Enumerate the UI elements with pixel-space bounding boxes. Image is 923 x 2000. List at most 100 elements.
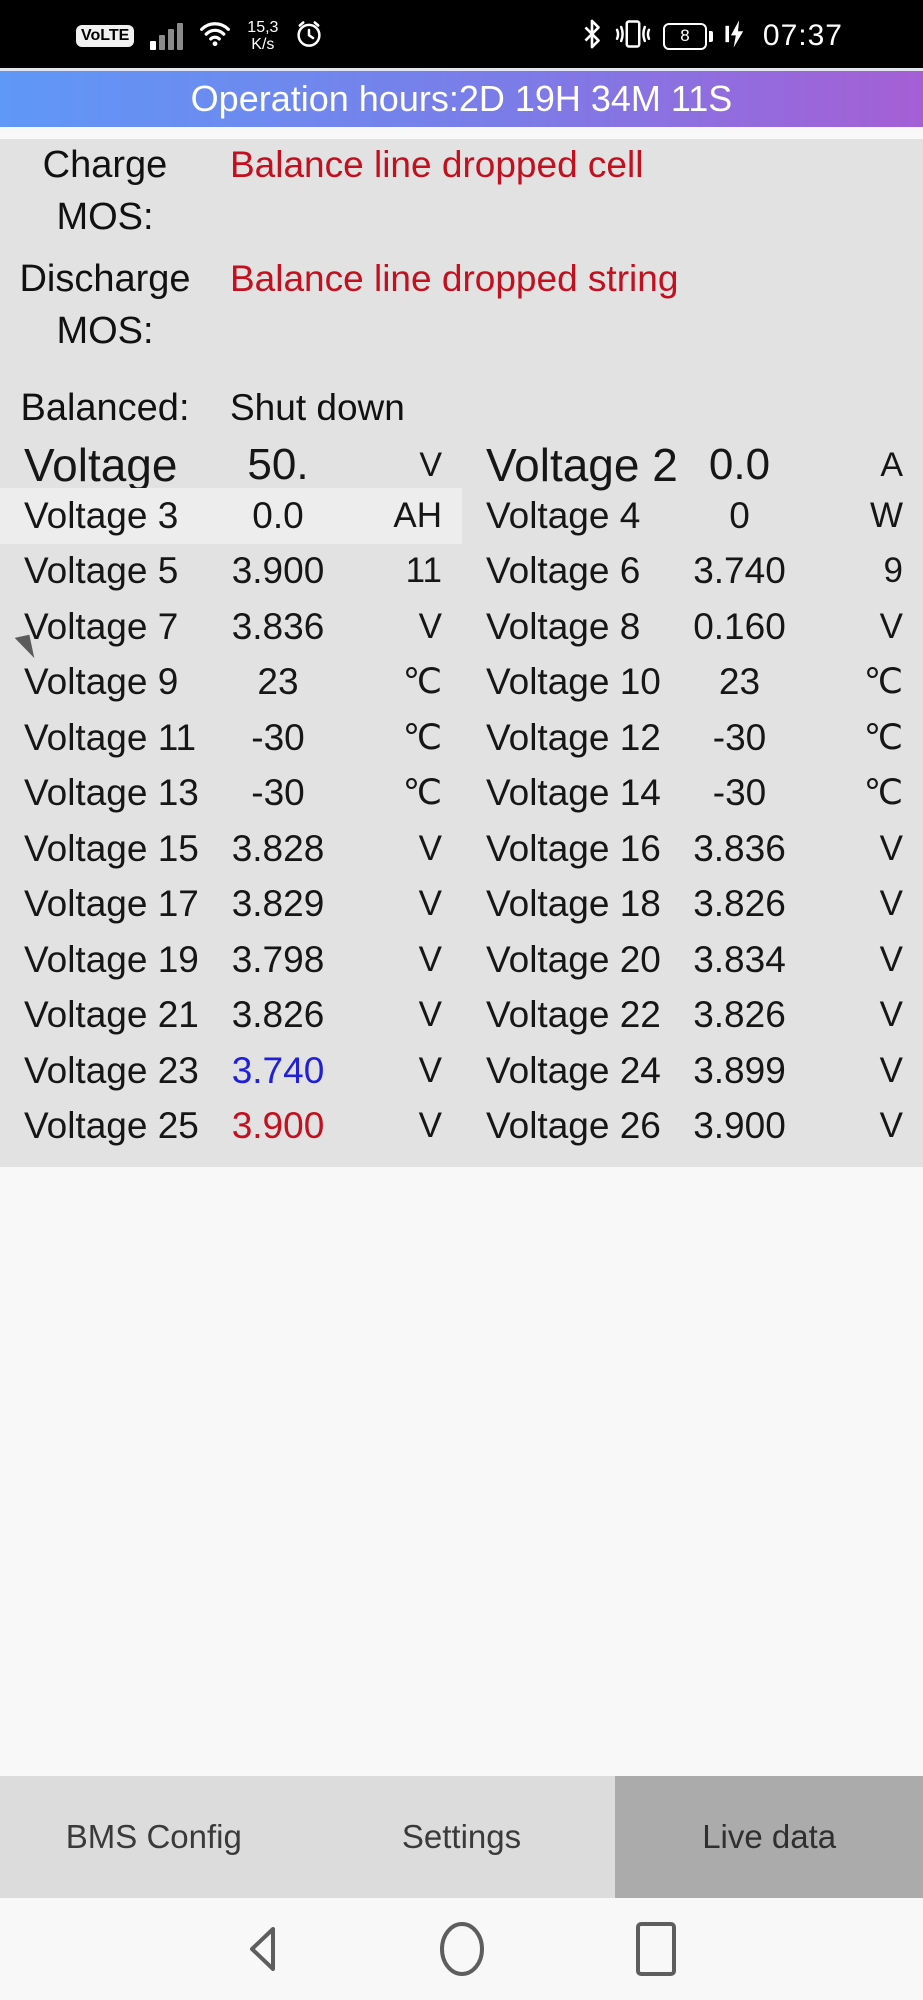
voltage-field[interactable]: Voltage 3 0.0 AH (0, 488, 462, 544)
voltage-value: -30 (251, 716, 305, 758)
voltage-label: Voltage 12 (486, 716, 661, 758)
voltage-field[interactable]: Voltage 8 0.160 V (462, 599, 923, 655)
voltage-label: Voltage 4 (486, 494, 641, 536)
balanced-row: Balanced: Shut down (0, 387, 923, 429)
voltage-label: Voltage 15 (24, 827, 199, 869)
pack-voltage-field[interactable]: Voltage 50. V (0, 438, 462, 491)
charge-mos-label: Charge MOS: (42, 144, 168, 238)
voltage-value: 0.160 (693, 605, 786, 647)
voltage-value: 3.798 (231, 938, 325, 980)
voltage-value: 23 (257, 661, 299, 703)
voltage-field[interactable]: Voltage 15 3.828 V (0, 821, 462, 877)
voltage-table-row: Voltage 3 0.0 AH Voltage 4 0 W (0, 488, 923, 544)
pack-current-field[interactable]: Voltage 2 0.0 A (462, 438, 923, 491)
voltage-unit: V (879, 884, 903, 924)
home-button[interactable] (422, 1898, 502, 2000)
voltage-label: Voltage 9 (24, 661, 179, 703)
voltage-value: -30 (712, 716, 767, 758)
battery-icon: 8 (662, 22, 713, 50)
voltage-field[interactable]: Voltage 20 3.834 V (462, 932, 923, 988)
back-icon (250, 1927, 275, 1971)
tab-live-data[interactable]: Live data (615, 1776, 923, 1898)
voltage-label: Voltage 19 (24, 938, 199, 980)
discharge-mos-label: Discharge MOS: (19, 258, 191, 352)
voltage-label: Voltage (24, 439, 178, 491)
voltage-value: 50. (247, 440, 309, 489)
voltage-table-row: Voltage 21 3.826 V Voltage 22 3.826 V (0, 988, 923, 1044)
voltage-field[interactable]: Voltage 18 3.826 V (462, 877, 923, 933)
voltage-table-row: Voltage 5 3.900 11 Voltage 6 3.740 9 (0, 544, 923, 600)
voltage-table-row: Voltage 19 3.798 V Voltage 20 3.834 V (0, 932, 923, 988)
voltage-field[interactable]: Voltage 14 -30 ℃ (462, 766, 923, 822)
voltage-field[interactable]: Voltage 12 -30 ℃ (462, 710, 923, 766)
voltage-label: Voltage 25 (24, 1105, 199, 1147)
voltage-table-row: Voltage 11 -30 ℃ Voltage 12 -30 ℃ (0, 710, 923, 766)
voltage-unit: V (879, 995, 903, 1035)
voltage-field[interactable]: Voltage 10 23 ℃ (462, 655, 923, 711)
android-nav-bar (0, 1898, 923, 2000)
voltage-field[interactable]: Voltage 26 3.900 V (462, 1099, 923, 1155)
network-speed-unit: K/s (251, 36, 275, 53)
voltage-rows: Voltage 3 0.0 AH Voltage 4 0 W Voltage 5 3.900 1… (0, 488, 923, 1154)
clock-time: 07:37 (762, 19, 843, 52)
charging-bolt-icon (725, 19, 745, 54)
voltage-field[interactable]: Voltage 16 3.836 V (462, 821, 923, 877)
voltage-unit: V (419, 445, 442, 484)
voltage-value: 3.836 (693, 827, 786, 869)
voltage-field[interactable]: Voltage 5 3.900 11 (0, 544, 462, 600)
voltage-label: Voltage 13 (24, 772, 199, 814)
balanced-label: Balanced: (20, 387, 190, 429)
voltage-table-row: Voltage 25 3.900 V Voltage 26 3.900 V (0, 1099, 923, 1155)
voltage-field[interactable]: Voltage 13 -30 ℃ (0, 766, 462, 822)
voltage-unit: V (418, 884, 442, 924)
balanced-status: Shut down (230, 387, 405, 428)
voltage-label: Voltage 3 (24, 494, 179, 536)
voltage-label: Voltage 18 (486, 883, 661, 925)
voltage-field[interactable]: Voltage 25 3.900 V (0, 1099, 462, 1155)
recents-button[interactable] (616, 1898, 696, 2000)
bluetooth-icon (581, 18, 603, 55)
back-button[interactable] (223, 1898, 303, 2000)
voltage-field[interactable]: Voltage 4 0 W (462, 488, 923, 544)
voltage-value: 3.826 (231, 994, 325, 1036)
charge-mos-status: Balance line dropped cell (230, 144, 644, 185)
voltage-label: Voltage 21 (24, 994, 199, 1036)
voltage-field[interactable]: Voltage 22 3.826 V (462, 988, 923, 1044)
voltage-table-row: Voltage 7 3.836 V Voltage 8 0.160 V (0, 599, 923, 655)
vibrate-icon (615, 18, 651, 55)
voltage-value: 3.829 (231, 883, 325, 925)
voltage-unit: V (418, 995, 442, 1035)
voltage-field[interactable]: Voltage 11 -30 ℃ (0, 710, 462, 766)
recents-icon (636, 1922, 676, 1976)
voltage-unit: ℃ (402, 717, 442, 757)
home-icon (440, 1922, 484, 1976)
voltage-value: -30 (251, 772, 305, 814)
voltage-field[interactable]: Voltage 21 3.826 V (0, 988, 462, 1044)
voltage-label: Voltage 20 (486, 938, 661, 980)
voltage-label: Voltage 7 (24, 605, 179, 647)
voltage-field[interactable]: Voltage 23 3.740 V (0, 1043, 462, 1099)
voltage-field[interactable]: Voltage 7 3.836 V (0, 599, 462, 655)
live-data-panel: Charge MOS: Balance line dropped cell Di… (0, 139, 923, 1167)
voltage-unit: ℃ (863, 717, 903, 757)
bottom-tab-bar: BMS Config Settings Live data (0, 1776, 923, 1898)
voltage-field[interactable]: Voltage 17 3.829 V (0, 877, 462, 933)
voltage-value: 3.740 (231, 1049, 325, 1091)
voltage-label: Voltage 2 (486, 439, 678, 491)
discharge-mos-row: Discharge MOS: Balance line dropped stri… (0, 253, 923, 357)
voltage-label: Voltage 10 (486, 661, 661, 703)
voltage-label: Voltage 24 (486, 1049, 661, 1091)
voltage-field[interactable]: Voltage 6 3.740 9 (462, 544, 923, 600)
voltage-table-row: Voltage 13 -30 ℃ Voltage 14 -30 ℃ (0, 766, 923, 822)
voltage-unit: V (879, 606, 903, 646)
network-speed: 15,3 K/s (247, 19, 278, 53)
voltage-field[interactable]: Voltage 9 23 ℃ (0, 655, 462, 711)
voltage-value: 3.826 (693, 994, 786, 1036)
network-speed-value: 15,3 (247, 19, 279, 36)
voltage-value: 3.834 (693, 938, 786, 980)
tab-bms-config[interactable]: BMS Config (0, 1776, 308, 1898)
voltage-field[interactable]: Voltage 19 3.798 V (0, 932, 462, 988)
tab-settings[interactable]: Settings (307, 1776, 616, 1898)
voltage-unit: AH (393, 495, 442, 535)
voltage-field[interactable]: Voltage 24 3.899 V (462, 1043, 923, 1099)
